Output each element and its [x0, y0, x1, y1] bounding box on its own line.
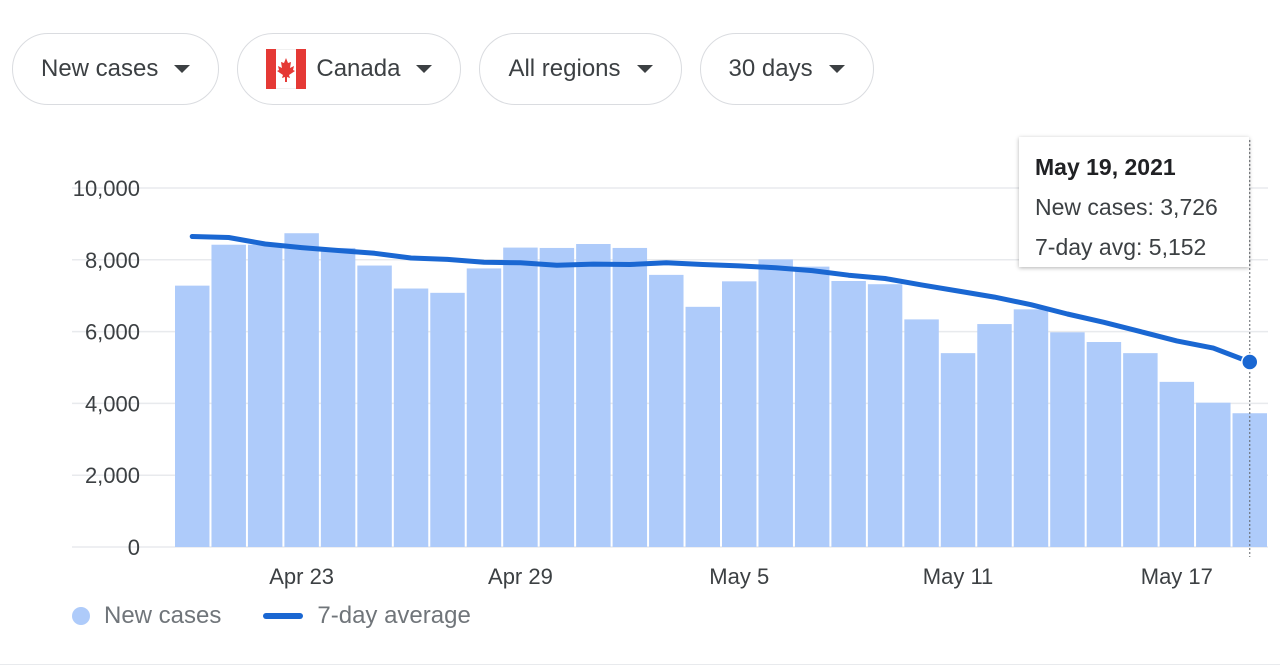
chart-tooltip: May 19, 2021 New cases: 3,726 7-day avg:… [1019, 137, 1249, 267]
new-cases-bar [940, 353, 976, 547]
timespan-dropdown-label: 30 days [728, 55, 813, 82]
chart[interactable]: 0 2,000 4,000 6,000 8,000 10,000 Apr 23 Apr 29 M… [0, 130, 1280, 590]
new-cases-bar [1196, 402, 1231, 547]
new-cases-bar [831, 280, 866, 547]
new-cases-bar [393, 288, 429, 547]
x-tick-label: Apr 29 [488, 564, 553, 589]
new-cases-bar [357, 265, 392, 547]
metric-dropdown[interactable]: New cases [12, 33, 220, 105]
new-cases-bar [722, 281, 757, 547]
chart-legend: New cases 7-day average [72, 602, 471, 630]
chevron-down-icon [636, 65, 653, 73]
region-dropdown-label: All regions [508, 55, 621, 82]
y-tick-label: 6,000 [85, 320, 140, 345]
new-cases-bar [904, 319, 939, 547]
tooltip-avg: 7-day avg: 5,152 [1035, 234, 1207, 260]
timespan-dropdown[interactable]: 30 days [699, 33, 874, 105]
country-dropdown-label: Canada [316, 55, 401, 82]
average-series-line [189, 234, 1253, 365]
new-cases-bar [649, 274, 684, 547]
new-cases-bar [320, 247, 356, 547]
x-tick-label: May 5 [709, 564, 769, 589]
new-cases-bar [1050, 332, 1085, 547]
new-cases-bar [576, 244, 611, 547]
new-cases-bar [1159, 381, 1195, 547]
new-cases-bar [539, 247, 575, 547]
new-cases-bar [284, 233, 319, 547]
new-cases-bar [758, 259, 793, 547]
chevron-down-icon [416, 65, 433, 73]
x-tick-label: May 11 [923, 564, 994, 589]
new-cases-bar [175, 285, 210, 547]
y-tick-label: 2,000 [85, 463, 140, 488]
new-cases-bar [612, 247, 648, 547]
country-dropdown[interactable]: Canada [237, 33, 462, 105]
average-highlight-point [1241, 353, 1259, 371]
new-cases-bar [503, 247, 538, 547]
divider [0, 664, 1280, 665]
tooltip-new-cases: New cases: 3,726 [1035, 194, 1218, 220]
cases-chart-svg[interactable]: 0 2,000 4,000 6,000 8,000 10,000 Apr 23 Apr 29 M… [0, 130, 1280, 590]
new-cases-bar [466, 268, 502, 547]
x-tick-label: May 17 [1141, 564, 1213, 589]
chevron-down-icon [174, 65, 191, 73]
tooltip-date: May 19, 2021 [1035, 154, 1176, 180]
new-cases-bar [977, 324, 1012, 547]
average-legend-swatch [263, 613, 304, 619]
x-tick-label: Apr 23 [269, 564, 334, 589]
new-cases-bar [1086, 342, 1122, 547]
new-cases-bar [247, 244, 283, 548]
average-legend-label: 7-day average [317, 602, 471, 629]
filter-bar: New cases Canada All regions 30 days [12, 33, 874, 105]
chevron-down-icon [828, 65, 845, 73]
new-cases-bar [1123, 353, 1158, 547]
new-cases-bar [685, 306, 720, 547]
new-cases-legend-label: New cases [104, 602, 222, 629]
new-cases-bar [794, 266, 830, 547]
new-cases-bar [211, 244, 246, 548]
new-cases-legend-swatch [72, 607, 90, 625]
y-tick-label: 8,000 [85, 248, 140, 273]
new-cases-bar [1013, 309, 1049, 547]
y-tick-label: 10,000 [73, 176, 140, 201]
canada-flag-icon [266, 49, 307, 89]
region-dropdown[interactable]: All regions [479, 33, 682, 105]
new-cases-bar [430, 292, 465, 547]
y-tick-label: 0 [128, 535, 140, 560]
y-tick-label: 4,000 [85, 391, 140, 416]
new-cases-bar [867, 284, 903, 547]
metric-dropdown-label: New cases [41, 55, 159, 82]
